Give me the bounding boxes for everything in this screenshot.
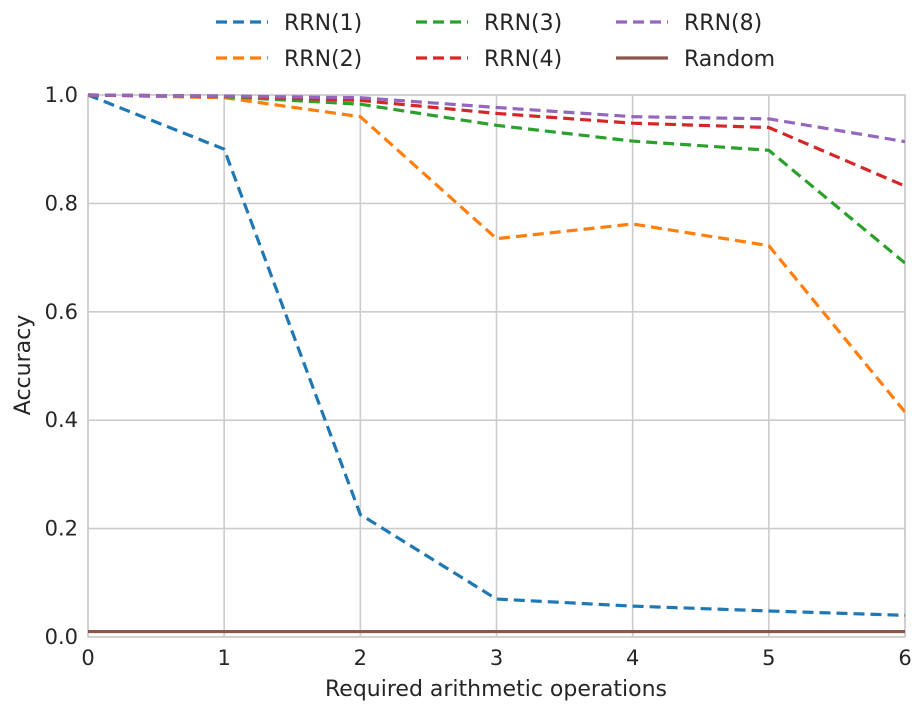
axes	[87, 94, 906, 638]
grid-lines	[87, 94, 906, 638]
legend-label-rrn-8: RRN(8)	[684, 11, 762, 36]
series-line-rrn-1	[88, 93, 905, 617]
legend-label-rrn-3: RRN(3)	[484, 11, 562, 36]
y-tick-label: 1.0	[45, 83, 78, 107]
x-tick-label: 2	[354, 646, 367, 670]
x-tick-label: 0	[81, 646, 94, 670]
y-tick-label: 0.8	[45, 191, 78, 215]
x-tick-label: 1	[217, 646, 230, 670]
x-axis-label: Required arithmetic operations	[325, 677, 667, 702]
tick-labels: 0 1 2 3 4 5 6 0.0 0.2 0.4 0.6 0.8 1.0	[45, 83, 912, 670]
series-lines	[88, 93, 905, 634]
legend-label-rrn-1: RRN(1)	[284, 11, 362, 36]
plot-frame	[87, 94, 906, 638]
y-tick-label: 0.4	[45, 408, 78, 432]
legend-label-rrn-2: RRN(2)	[284, 47, 362, 72]
y-tick-label: 0.0	[45, 625, 78, 649]
y-tick-label: 0.6	[45, 300, 78, 324]
x-tick-label: 5	[762, 646, 775, 670]
legend-label-random: Random	[684, 47, 775, 72]
x-tick-label: 6	[898, 646, 911, 670]
y-axis-label: Accuracy	[11, 315, 36, 415]
y-tick-label: 0.2	[45, 517, 78, 541]
legend-label-rrn-4: RRN(4)	[484, 47, 562, 72]
x-tick-label: 4	[626, 646, 639, 670]
legend: RRN(1) RRN(2) RRN(3) RRN(4) RRN(8) Random	[216, 11, 775, 72]
x-tick-label: 3	[490, 646, 503, 670]
series-line-rrn-8	[88, 93, 905, 144]
